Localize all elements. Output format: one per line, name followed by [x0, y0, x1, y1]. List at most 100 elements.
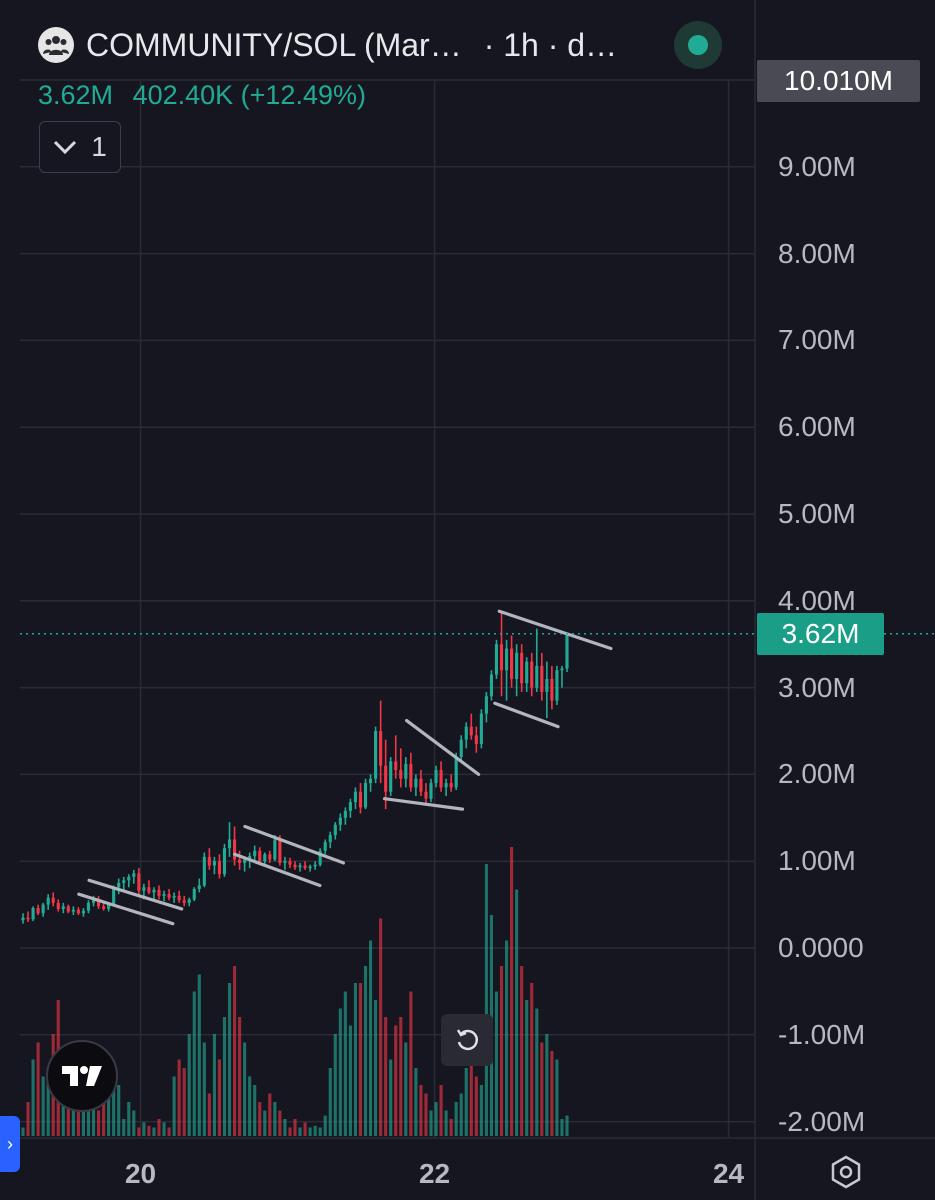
candle-body [348, 802, 352, 811]
volume-bar [515, 889, 519, 1136]
candle-body [263, 854, 267, 862]
y-tick-label: 0.0000 [778, 932, 864, 963]
candle-body [474, 735, 478, 745]
candle-body [122, 880, 126, 883]
candle-body [172, 895, 176, 898]
y-tick-label: 2.00M [778, 758, 856, 790]
symbol-header[interactable]: COMMUNITY/SOL (Mar… · 1h · d… [38, 22, 617, 68]
candle-body [444, 783, 448, 788]
candle-body [207, 856, 211, 866]
candle-body [374, 731, 378, 779]
volume-bar [343, 991, 347, 1136]
candle-body [399, 770, 403, 779]
candle-body [368, 778, 373, 784]
candle-body [358, 791, 363, 808]
volume-bar [469, 1051, 473, 1136]
volume-bar [328, 1068, 332, 1136]
candle-body [162, 894, 166, 896]
volume-bar [389, 1059, 393, 1136]
volume-bar [338, 1008, 342, 1136]
candle-body [328, 835, 332, 843]
trend-pattern-lines [77, 609, 613, 926]
volume-bar [227, 983, 232, 1136]
candle-body [137, 873, 141, 891]
volume-bar [81, 1102, 86, 1136]
interval-meta[interactable]: · 1h · d… [483, 26, 618, 63]
candle-body [81, 910, 86, 914]
symbol-title[interactable]: COMMUNITY/SOL (Mar… [86, 26, 462, 63]
volume-bar [96, 1110, 101, 1136]
volume-bar [167, 1127, 171, 1136]
volume-bar [399, 1017, 403, 1136]
sidebar-toggle-icon[interactable]: › [0, 1116, 20, 1172]
tradingview-logo-icon[interactable] [46, 1040, 118, 1112]
candle-body [243, 859, 247, 863]
volume-bar [384, 1017, 388, 1136]
volume-bar [379, 918, 383, 1136]
volume-bar [429, 1110, 433, 1136]
candle-body [41, 904, 45, 914]
candle-body [51, 897, 55, 903]
volume-bar [187, 1034, 191, 1136]
volume-bar [207, 1093, 211, 1136]
candle-body [26, 917, 30, 920]
candle-body [187, 899, 191, 903]
candle-body [238, 859, 242, 863]
volume-bar [479, 1085, 483, 1136]
candle-body [389, 761, 393, 792]
candle-body [91, 900, 96, 903]
y-tick-label: 7.00M [778, 324, 856, 356]
volume-bar [348, 1025, 352, 1136]
volume-bar [253, 1085, 257, 1136]
volume-bar [172, 1076, 176, 1136]
candle-body [479, 713, 483, 745]
settings-hex-icon[interactable] [828, 1154, 864, 1190]
candle-body [545, 678, 549, 692]
pattern-trend-line [243, 824, 345, 865]
reset-chart-button[interactable] [441, 1014, 493, 1066]
candle-body [353, 791, 358, 803]
volume-bar [31, 1059, 35, 1136]
volume-bar [222, 1017, 227, 1136]
candle-body [192, 888, 196, 900]
volume-bar [374, 1000, 378, 1136]
candle-body [384, 765, 388, 792]
volume-bar [112, 1076, 116, 1136]
volume-bar [409, 991, 413, 1136]
volume-bar [26, 1102, 30, 1136]
candle-body [338, 817, 342, 825]
candle-body [394, 761, 398, 771]
candle-body [560, 668, 564, 671]
candle-body [298, 865, 302, 868]
volume-bar [444, 1110, 448, 1136]
candle-body [293, 864, 297, 868]
candle-body [434, 770, 438, 784]
volume-bar [520, 966, 524, 1136]
candle-body [419, 778, 423, 792]
volume-bar [464, 1068, 468, 1136]
stat-change: 402.40K (+12.49%) [132, 80, 366, 110]
volume-bar [162, 1122, 166, 1136]
volume-bar [202, 1042, 206, 1136]
indicator-collapse-button[interactable]: 1 [39, 121, 121, 173]
candle-body [449, 783, 453, 788]
candle-body [222, 848, 227, 875]
candle-body [142, 887, 146, 891]
candle-body [489, 674, 494, 697]
candle-body [248, 855, 252, 860]
candle-body [343, 810, 347, 818]
status-indicator[interactable] [674, 21, 722, 69]
candle-body [303, 865, 307, 869]
community-avatar-icon [38, 27, 74, 63]
candle-body [152, 889, 156, 893]
candle-body [102, 906, 106, 909]
volume-bar [434, 1102, 438, 1136]
volume-bar [419, 1085, 423, 1136]
volume-bar [122, 1119, 126, 1136]
volume-bar [494, 991, 499, 1136]
volume-bar [288, 1127, 292, 1136]
candle-body [112, 887, 116, 905]
volume-bar [353, 983, 358, 1136]
volume-bar [127, 1102, 131, 1136]
candle-body [530, 661, 534, 688]
